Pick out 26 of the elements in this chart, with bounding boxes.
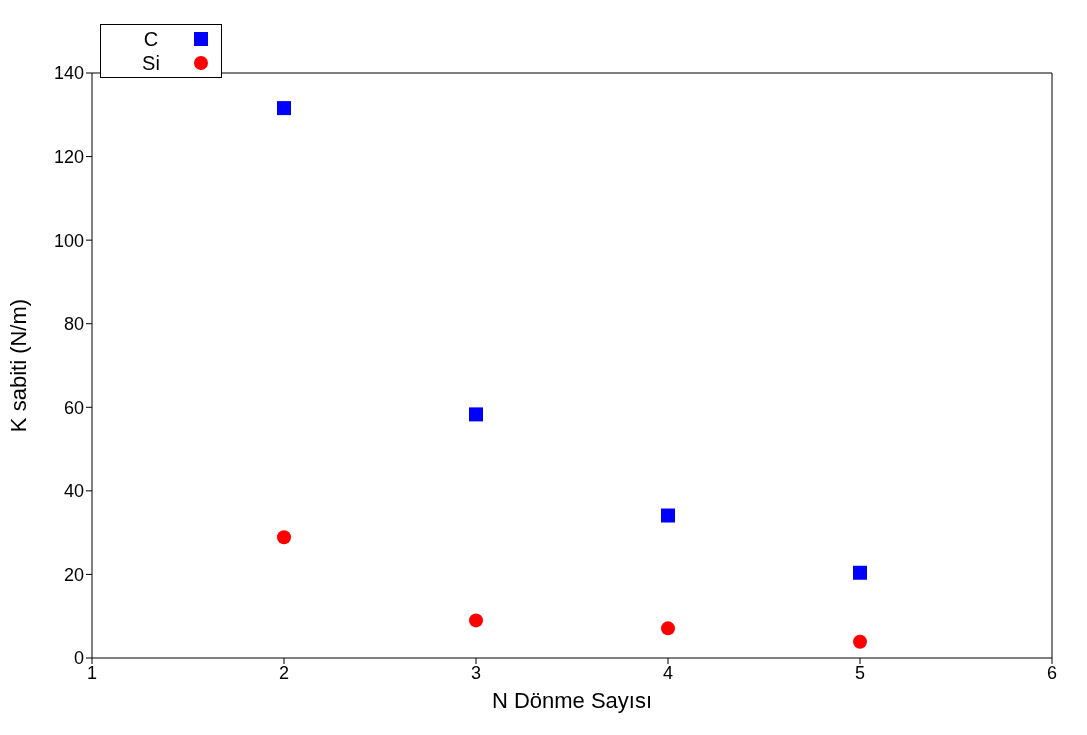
x-tick-label: 6 bbox=[1046, 662, 1058, 683]
point bbox=[277, 101, 291, 116]
x-axis-title: N Dönme Sayısı bbox=[491, 688, 653, 713]
x-tick-label: 4 bbox=[662, 662, 674, 683]
y-tick-label: 100 bbox=[53, 230, 84, 251]
legend-label: C bbox=[142, 27, 160, 51]
point bbox=[853, 565, 867, 580]
point bbox=[469, 613, 483, 628]
point bbox=[661, 508, 675, 523]
y-tick-label: 80 bbox=[63, 314, 84, 335]
x-tick-label: 5 bbox=[854, 662, 866, 683]
point bbox=[853, 634, 867, 649]
y-tick-label: 20 bbox=[63, 564, 84, 585]
y-tick-label: 120 bbox=[53, 146, 84, 167]
x-tick-label: 1 bbox=[86, 662, 98, 683]
point bbox=[277, 530, 291, 545]
point bbox=[661, 621, 675, 636]
legend-label: Si bbox=[141, 51, 161, 75]
point bbox=[469, 407, 483, 422]
y-tick-label: 60 bbox=[63, 397, 84, 418]
y-tick-label: 40 bbox=[63, 481, 84, 502]
y-axis-title: K sabiti (N/m) bbox=[5, 298, 31, 433]
y-tick-label: 140 bbox=[53, 63, 84, 84]
x-tick-label: 2 bbox=[278, 662, 290, 683]
x-tick-label: 3 bbox=[470, 662, 482, 683]
y-tick-label: 0 bbox=[73, 648, 84, 669]
